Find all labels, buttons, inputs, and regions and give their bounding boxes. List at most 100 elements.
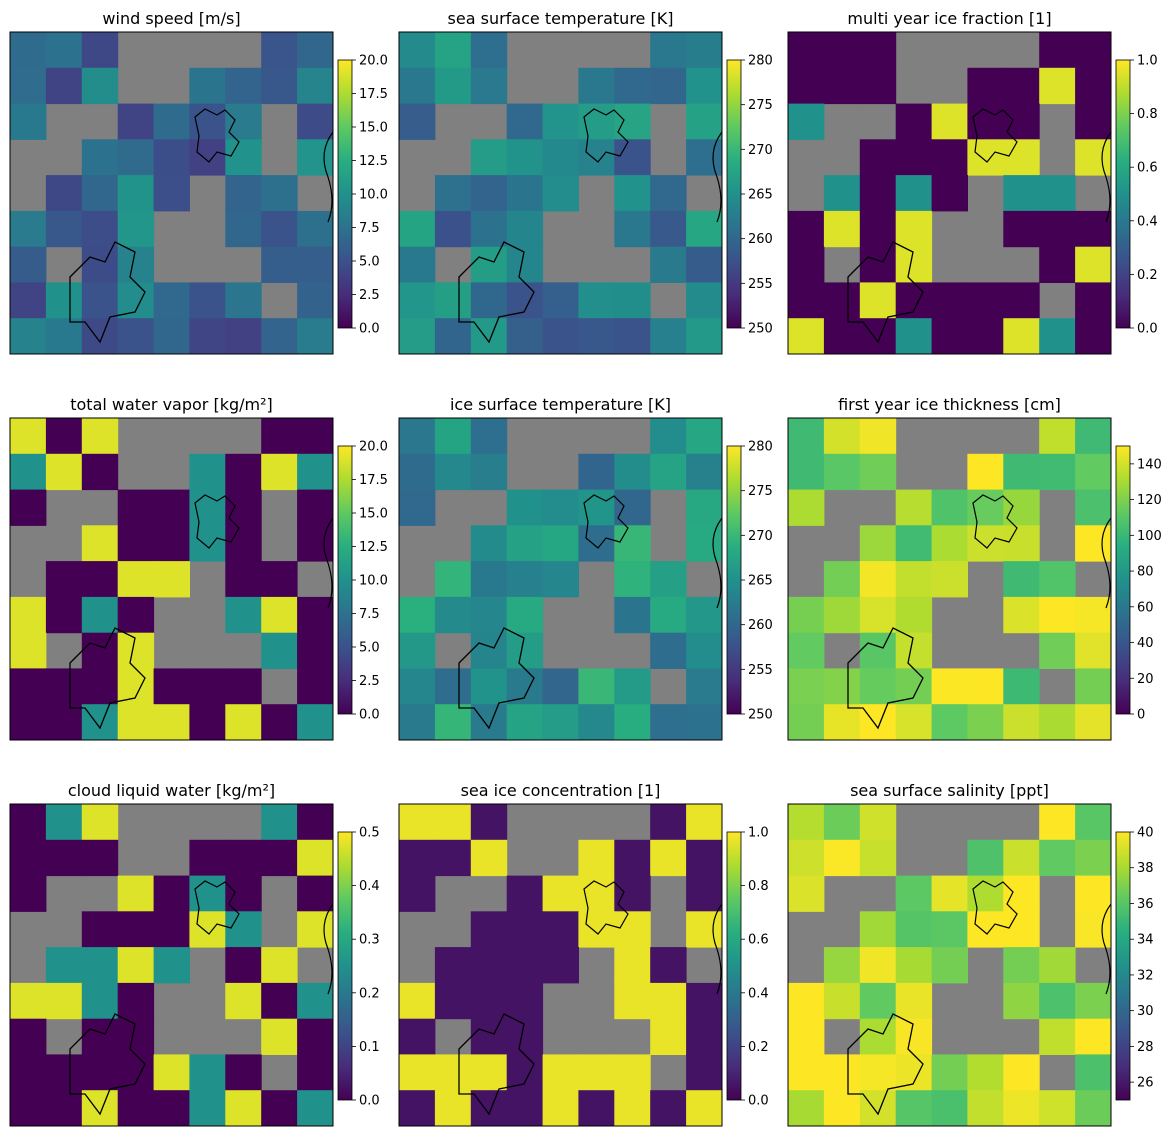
map-cell — [614, 596, 651, 634]
map-cell — [686, 1090, 723, 1127]
map-cell — [117, 282, 155, 319]
map-cell — [225, 947, 262, 984]
panel-7: cloud liquid water [kg/m²] 0.0 0.1 0.2 0.3 0.… — [9, 781, 380, 1127]
map-cell — [81, 210, 119, 248]
map-cell — [117, 525, 155, 562]
map-cell — [650, 1090, 687, 1127]
colorbar-tick-label: 32 — [1137, 968, 1154, 983]
map-cell — [45, 1090, 83, 1127]
map-cell — [10, 489, 47, 526]
map-cell — [686, 418, 723, 455]
map-cell — [297, 103, 334, 140]
map-cell — [117, 1090, 155, 1127]
map-cell — [686, 982, 723, 1020]
coastline-franz-josef — [972, 880, 1018, 935]
map-cell — [1003, 982, 1040, 1020]
map-cell — [895, 139, 933, 176]
map-cell — [650, 704, 687, 741]
map-cell — [470, 175, 508, 212]
map-cell — [434, 67, 472, 105]
map-cell — [434, 318, 472, 355]
map-cell — [823, 418, 861, 455]
map-cell — [895, 1054, 933, 1091]
map-cell — [117, 103, 155, 140]
map-cell — [261, 804, 298, 841]
map-cell — [506, 175, 544, 212]
map-cell — [261, 32, 298, 69]
colorbar — [337, 831, 353, 1101]
map-cell — [399, 1090, 436, 1127]
map-cell — [931, 282, 968, 319]
map-cell — [895, 875, 933, 912]
colorbar — [1115, 831, 1131, 1101]
map-cell — [225, 139, 262, 176]
colorbar-tick-label: 10.0 — [359, 574, 388, 589]
map-cell — [10, 282, 47, 319]
colorbar-tick-label: 0.4 — [359, 879, 380, 894]
map-cell — [788, 1054, 825, 1091]
map-cell — [650, 175, 687, 212]
map-cell — [81, 525, 119, 562]
map-cell — [788, 453, 825, 491]
colorbar-tick-label: 255 — [748, 663, 773, 678]
map-cell — [153, 704, 190, 741]
map-cell — [189, 911, 226, 948]
colorbar-tick-label: 40 — [1137, 636, 1154, 651]
map-cell — [686, 632, 723, 669]
map-cell — [117, 596, 155, 634]
map-cell — [10, 704, 47, 741]
map-cell — [1003, 1054, 1040, 1091]
map-cell — [153, 103, 190, 140]
map-cell — [261, 175, 298, 212]
map-cell — [10, 210, 47, 248]
map-cell — [261, 67, 298, 105]
colorbar-tick-label: 36 — [1137, 897, 1154, 912]
map-cell — [614, 453, 651, 491]
map-cell — [506, 318, 544, 355]
map-cell — [614, 318, 651, 355]
map-cell — [10, 875, 47, 912]
colorbar-tick-label: 0.4 — [1137, 214, 1158, 229]
map-cell — [399, 1054, 436, 1091]
map-cell — [1075, 704, 1112, 741]
map-cell — [578, 139, 615, 176]
map-cell — [189, 67, 226, 105]
map-cell — [225, 453, 262, 491]
map-cell — [10, 246, 47, 283]
map-cell — [81, 32, 119, 69]
map-cell — [261, 418, 298, 455]
map-data-cells — [399, 32, 723, 355]
map-cell — [225, 282, 262, 319]
coastline-franz-josef — [583, 108, 629, 163]
map-cell — [823, 947, 861, 984]
map-cell — [686, 103, 723, 140]
map-cell — [117, 632, 155, 669]
map-cell — [297, 32, 334, 69]
map-cell — [434, 839, 472, 877]
colorbar — [337, 59, 353, 329]
map-cell — [81, 318, 119, 355]
map-cell — [931, 668, 968, 705]
map-cell — [225, 175, 262, 212]
map-cell — [578, 318, 615, 355]
map-cell — [931, 561, 968, 598]
map-cell — [45, 175, 83, 212]
coastline-svalbard — [458, 627, 535, 730]
map-frame — [9, 417, 334, 741]
map-cell — [10, 32, 47, 69]
map-cell — [470, 704, 508, 741]
map-data-cells — [788, 32, 1112, 355]
map-cell — [297, 632, 334, 669]
map-cell — [686, 1054, 723, 1091]
colorbar-tick-label: 250 — [748, 708, 773, 723]
map-cell — [399, 418, 436, 455]
map-cell — [399, 489, 436, 526]
map-cell — [189, 839, 226, 877]
map-cell — [45, 67, 83, 105]
map-cell — [10, 1054, 47, 1091]
map-cell — [542, 704, 579, 741]
map-cell — [1075, 982, 1112, 1020]
map-cell — [1003, 947, 1040, 984]
map-cell — [650, 947, 687, 984]
